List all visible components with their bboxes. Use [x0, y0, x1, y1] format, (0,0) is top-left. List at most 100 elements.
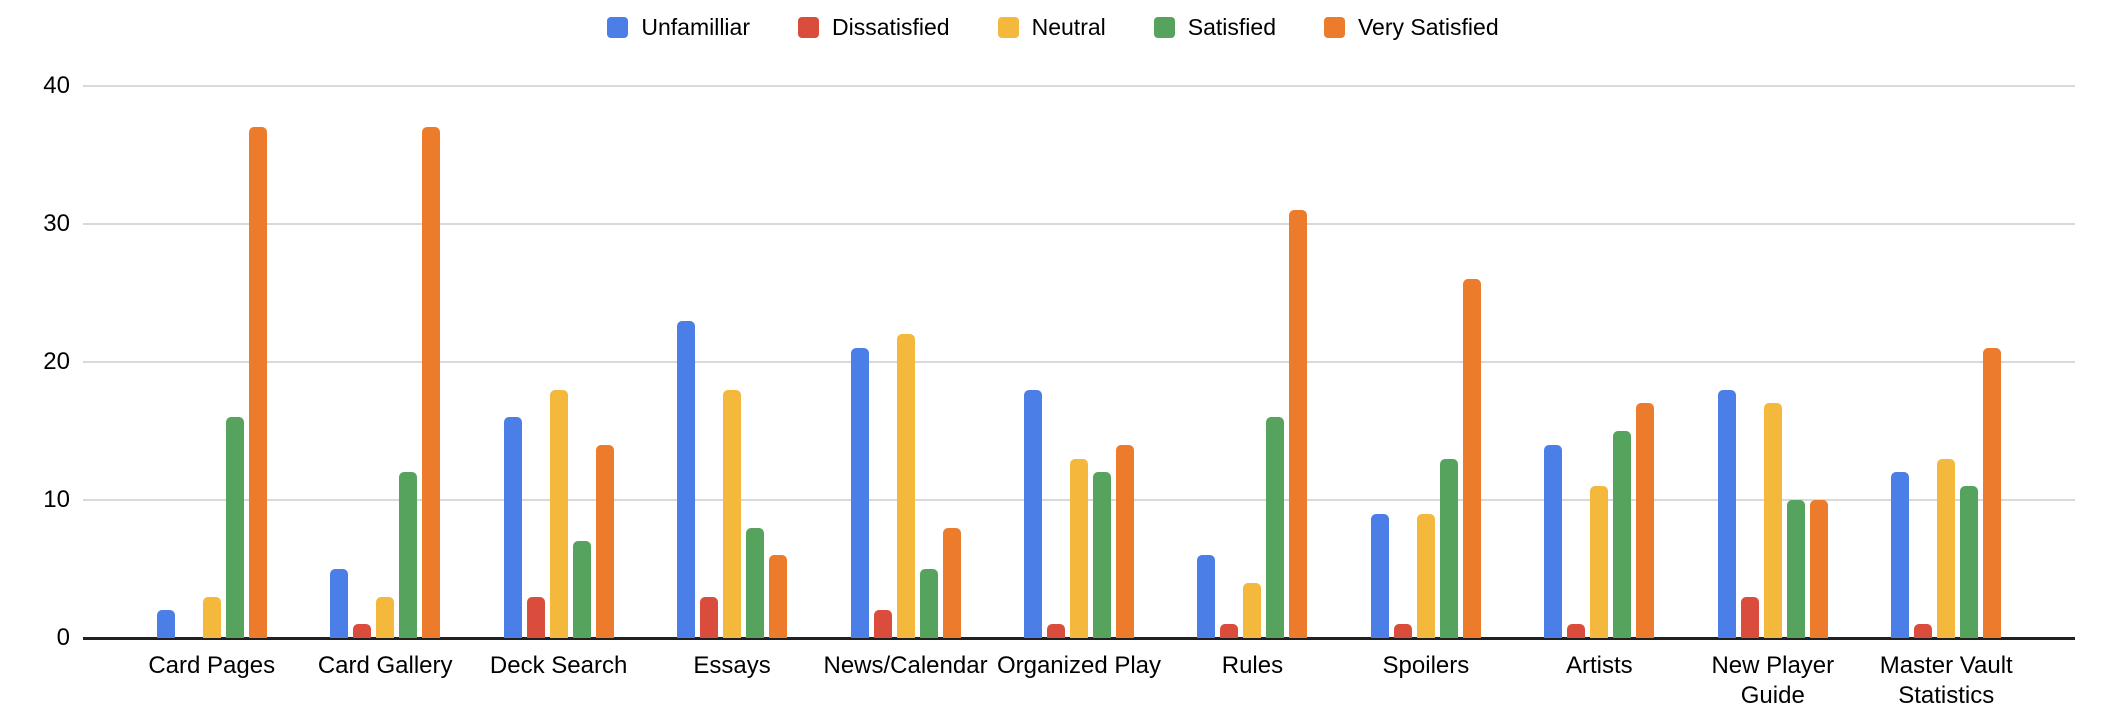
bar-neutral[interactable]	[376, 596, 395, 638]
bar-very-satisfied[interactable]	[1636, 403, 1655, 638]
bar-satisfied[interactable]	[572, 541, 591, 638]
bar-cluster	[992, 389, 1165, 638]
category-group-news-calendar: News/Calendar	[819, 86, 992, 679]
bar-very-satisfied[interactable]	[1289, 210, 1308, 638]
bar-unfamilliar[interactable]	[1891, 472, 1910, 638]
bar-dissatisfied[interactable]	[526, 596, 545, 638]
bar-satisfied[interactable]	[225, 417, 244, 638]
legend-label: Neutral	[1031, 14, 1106, 40]
x-axis-category-label: News/Calendar	[823, 652, 988, 679]
x-axis-category-label: Organized Play	[996, 652, 1162, 679]
category-group-card-pages: Card Pages	[125, 86, 298, 679]
bar-satisfied[interactable]	[1439, 458, 1458, 638]
bar-very-satisfied[interactable]	[769, 555, 788, 638]
legend-swatch-icon	[798, 17, 819, 38]
bar-neutral[interactable]	[1763, 403, 1782, 638]
bar-satisfied[interactable]	[399, 472, 418, 638]
legend-label: Very Satisfied	[1357, 14, 1499, 40]
x-axis-category-label: Artists	[1566, 652, 1633, 679]
bar-cluster	[472, 389, 645, 638]
x-axis-category-label: Deck Search	[489, 652, 628, 679]
x-axis-category-label: Card Gallery	[317, 652, 453, 679]
bar-satisfied[interactable]	[1266, 417, 1285, 638]
legend-swatch-icon	[1323, 17, 1345, 38]
gridline	[83, 361, 2075, 363]
bar-dissatisfied[interactable]	[1046, 624, 1065, 638]
legend-swatch-icon	[997, 17, 1019, 38]
bar-very-satisfied[interactable]	[248, 127, 267, 638]
bar-very-satisfied[interactable]	[1983, 348, 2002, 638]
category-group-deck-search: Deck Search	[472, 86, 645, 679]
bar-very-satisfied[interactable]	[942, 527, 961, 638]
bar-satisfied[interactable]	[1960, 486, 1979, 638]
x-axis: Card Pages Card Gallery Deck Search Essa…	[83, 86, 2075, 709]
bar-neutral[interactable]	[1243, 582, 1262, 638]
legend-swatch-icon	[1153, 17, 1175, 38]
x-axis-category-label: Essays	[693, 652, 771, 679]
category-group-essays: Essays	[645, 86, 818, 679]
bar-dissatisfied[interactable]	[1393, 624, 1412, 638]
legend: Unfamilliar Dissatisfied Neutral Satisfi…	[0, 14, 2106, 41]
x-axis-category-label: Rules	[1221, 652, 1284, 679]
bar-neutral[interactable]	[1590, 486, 1609, 638]
bar-dissatisfied[interactable]	[700, 596, 719, 638]
bar-cluster	[1860, 348, 2033, 638]
category-group-spoilers: Spoilers	[1339, 86, 1512, 679]
bar-cluster	[1339, 279, 1512, 638]
legend-item-satisfied[interactable]: Satisfied	[1153, 14, 1276, 41]
legend-item-dissatisfied[interactable]: Dissatisfied	[798, 14, 950, 41]
bar-very-satisfied[interactable]	[1809, 500, 1828, 638]
bar-satisfied[interactable]	[1786, 500, 1805, 638]
bar-very-satisfied[interactable]	[1462, 279, 1481, 638]
bar-very-satisfied[interactable]	[595, 444, 614, 638]
y-axis-tick-label: 20	[43, 348, 70, 375]
bar-unfamilliar[interactable]	[1544, 444, 1563, 638]
bar-unfamilliar[interactable]	[1717, 389, 1736, 638]
category-group-organized-play: Organized Play	[992, 86, 1165, 679]
bar-cluster	[645, 320, 818, 638]
bar-cluster	[1513, 403, 1686, 638]
bar-neutral[interactable]	[1416, 513, 1435, 638]
x-axis-category-label: Card Pages	[148, 652, 276, 679]
y-axis-tick-label: 0	[56, 624, 70, 651]
legend-item-neutral[interactable]: Neutral	[997, 14, 1106, 41]
bar-unfamilliar[interactable]	[677, 320, 696, 638]
x-axis-category-label: New Player Guide	[1711, 652, 1835, 709]
bar-unfamilliar[interactable]	[1197, 555, 1216, 638]
bar-satisfied[interactable]	[919, 569, 938, 638]
bar-unfamilliar[interactable]	[330, 569, 349, 638]
bar-unfamilliar[interactable]	[1370, 513, 1389, 638]
bar-neutral[interactable]	[202, 596, 221, 638]
bar-unfamilliar[interactable]	[156, 610, 175, 638]
y-axis-tick-label: 40	[43, 72, 70, 99]
bar-very-satisfied[interactable]	[1115, 444, 1134, 638]
x-axis-category-label: Spoilers	[1382, 652, 1470, 679]
bar-cluster	[298, 127, 471, 638]
bar-satisfied[interactable]	[746, 527, 765, 638]
bar-dissatisfied[interactable]	[353, 624, 372, 638]
x-axis-baseline	[83, 637, 2075, 640]
bar-unfamilliar[interactable]	[503, 417, 522, 638]
bar-unfamilliar[interactable]	[850, 348, 869, 638]
bar-dissatisfied[interactable]	[1567, 624, 1586, 638]
bar-neutral[interactable]	[1069, 458, 1088, 638]
bar-neutral[interactable]	[1937, 458, 1956, 638]
legend-label: Dissatisfied	[832, 14, 950, 40]
bar-satisfied[interactable]	[1613, 431, 1632, 638]
bar-neutral[interactable]	[896, 334, 915, 638]
legend-item-unfamilliar[interactable]: Unfamilliar	[607, 14, 750, 41]
bar-neutral[interactable]	[549, 389, 568, 638]
bar-cluster	[819, 334, 992, 638]
bar-satisfied[interactable]	[1092, 472, 1111, 638]
bar-dissatisfied[interactable]	[1740, 596, 1759, 638]
bar-unfamilliar[interactable]	[1023, 389, 1042, 638]
bar-dissatisfied[interactable]	[1914, 624, 1933, 638]
category-group-artists: Artists	[1513, 86, 1686, 679]
bar-neutral[interactable]	[723, 389, 742, 638]
bar-very-satisfied[interactable]	[422, 127, 441, 638]
bar-dissatisfied[interactable]	[1220, 624, 1239, 638]
bar-dissatisfied[interactable]	[873, 610, 892, 638]
bar-cluster	[125, 127, 298, 638]
legend-item-very-satisfied[interactable]: Very Satisfied	[1323, 14, 1499, 41]
